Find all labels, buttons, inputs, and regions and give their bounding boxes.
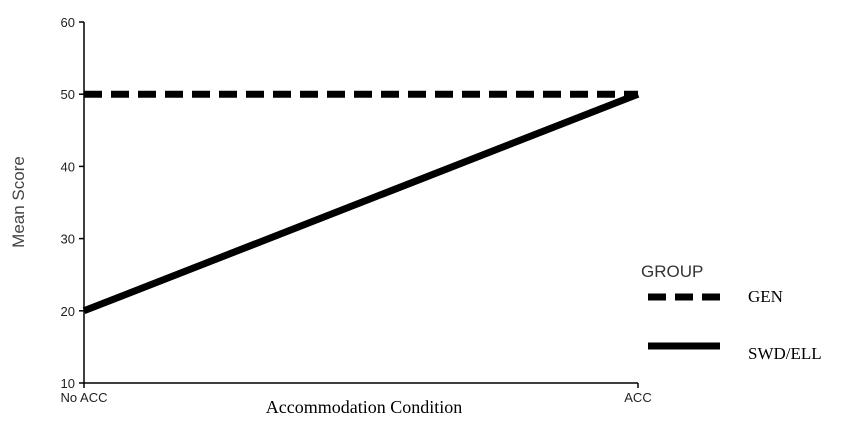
- y-tick-label-40: 40: [61, 159, 75, 174]
- y-tick-label-50: 50: [61, 87, 75, 102]
- plot-area: 10 20 30 40 50 60 No ACC ACC: [61, 15, 652, 405]
- series-line-swd-ell: [82, 90, 640, 315]
- x-tick-label-1: ACC: [624, 390, 651, 405]
- y-tick-label-60: 60: [61, 15, 75, 30]
- legend-label-swd-ell: SWD/ELL: [748, 344, 822, 363]
- y-axis-title: Mean Score: [9, 156, 28, 248]
- x-tick-label-0: No ACC: [61, 390, 108, 405]
- legend-label-gen: GEN: [748, 287, 783, 306]
- legend-title: GROUP: [641, 262, 703, 281]
- y-tick-label-10: 10: [61, 376, 75, 391]
- y-tick-label-30: 30: [61, 232, 75, 247]
- x-axis-title: Accommodation Condition: [266, 397, 462, 417]
- x-ticks: No ACC ACC: [61, 383, 652, 405]
- legend: GROUP GEN SWD/ELL: [641, 262, 822, 363]
- y-tick-label-20: 20: [61, 304, 75, 319]
- series-lines: [82, 90, 640, 315]
- y-ticks: 10 20 30 40 50 60: [61, 15, 84, 391]
